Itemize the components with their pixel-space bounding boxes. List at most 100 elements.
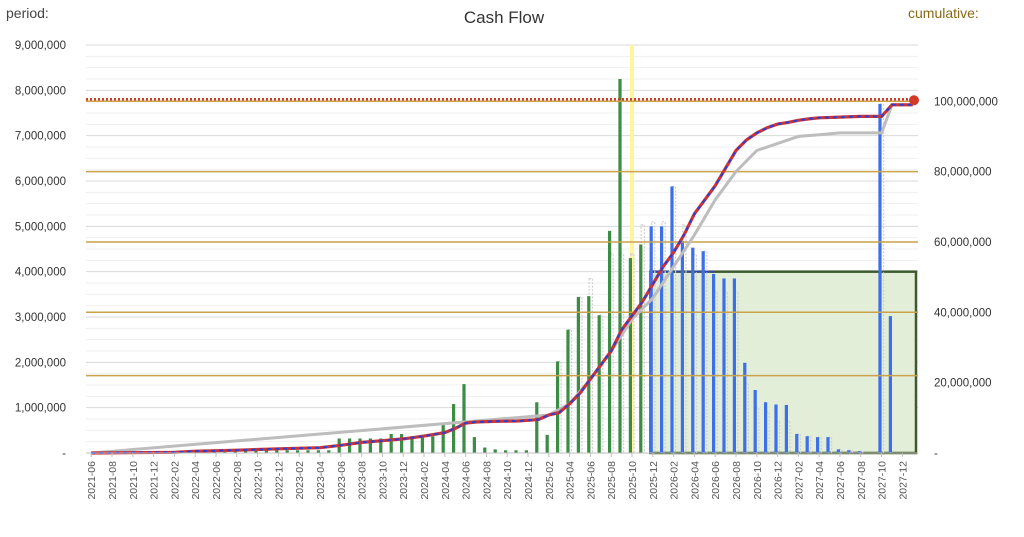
x-tick-label: 2022-06	[211, 461, 223, 500]
actual-bar	[607, 230, 612, 453]
actual-bar	[514, 450, 518, 453]
actual-bar	[306, 450, 310, 453]
cumulative-lines	[91, 95, 919, 455]
forecast-bar	[753, 389, 757, 453]
target-dot	[909, 95, 919, 106]
actual-bar	[410, 436, 414, 453]
forecast-bar	[857, 451, 861, 453]
actual-bar	[566, 329, 570, 453]
x-tick-label: 2024-04	[440, 461, 452, 500]
forecast-bar	[815, 437, 820, 453]
actual-bar	[316, 450, 320, 453]
actual-bar	[639, 244, 643, 453]
x-tick-label: 2023-02	[294, 461, 306, 500]
forecast-box-rect	[649, 270, 918, 455]
x-tick-label: 2027-06	[835, 461, 847, 500]
chart-title: Cash Flow	[464, 8, 545, 27]
y2-tick-label: 40,000,000	[934, 307, 992, 319]
actual-bar	[441, 423, 445, 453]
y2-tick-label: 60,000,000	[934, 237, 992, 249]
x-tick-label: 2023-06	[336, 461, 348, 500]
forecast-bar	[888, 316, 892, 453]
y2-tick-label: 20,000,000	[934, 378, 992, 390]
forecast-bar	[701, 251, 705, 453]
x-tick-label: 2021-06	[86, 461, 98, 500]
actual-bar	[399, 433, 404, 453]
actual-bar	[389, 433, 393, 453]
y-tick-label: 7,000,000	[15, 131, 66, 143]
forecast-bar	[836, 449, 840, 453]
x-tick-label: 2027-10	[877, 461, 889, 500]
x-tick-label: 2026-04	[689, 461, 701, 500]
x-tick-label: 2024-06	[461, 461, 473, 500]
y2-tick-label: -	[934, 448, 938, 460]
x-tick-label: 2027-02	[793, 461, 805, 500]
cumulative-line-dash	[91, 103, 913, 454]
actual-bar	[431, 436, 435, 453]
forecast-bar	[847, 450, 851, 453]
x-tick-label: 2025-10	[627, 461, 639, 500]
forecast-bar	[711, 273, 716, 453]
actual-bar	[503, 450, 508, 453]
x-tick-label: 2022-10	[253, 461, 265, 500]
x-tick-label: 2024-10	[502, 461, 514, 500]
baseline-bar	[827, 436, 833, 454]
today-marker	[630, 45, 634, 453]
axes: - 1,000,000 2,000,000 3,000,000 4,000,000 5,0…	[15, 40, 998, 500]
x-tick-label: 2021-10	[128, 461, 140, 500]
y-tick-label: 6,000,000	[15, 176, 66, 188]
actual-bar	[327, 450, 331, 453]
x-tick-label: 2027-04	[814, 461, 826, 500]
x-tick-label: 2027-08	[856, 461, 868, 500]
forecast-bar	[691, 247, 695, 453]
actual-bar	[379, 438, 383, 453]
actual-bar	[493, 449, 497, 453]
left-axis-label: period:	[6, 5, 49, 21]
actual-bar	[462, 384, 466, 453]
x-tick-label: 2023-08	[357, 461, 369, 500]
forecast-bar	[732, 278, 736, 453]
actual-bar	[243, 450, 248, 453]
x-tick-label: 2026-08	[731, 461, 743, 500]
x-tick-label: 2025-04	[565, 461, 577, 500]
forecast-bar	[878, 103, 882, 453]
x-tick-label: 2022-08	[232, 461, 244, 500]
x-tick-label: 2025-02	[544, 461, 556, 500]
x-tick-label: 2025-08	[606, 461, 618, 500]
x-tick-label: 2021-12	[149, 461, 161, 500]
forecast-bar	[743, 362, 747, 453]
x-tick-label: 2022-02	[169, 461, 181, 500]
y-tick-label: 2,000,000	[15, 357, 66, 369]
x-tick-label: 2023-10	[377, 461, 389, 500]
x-tick-label: 2023-12	[398, 461, 410, 500]
y-tick-label: 3,000,000	[15, 312, 66, 324]
actual-bar	[545, 434, 549, 453]
y-tick-label: 1,000,000	[15, 403, 66, 415]
y2-tick-label: 80,000,000	[934, 167, 992, 179]
y-tick-label: 8,000,000	[15, 85, 66, 97]
x-tick-label: 2026-10	[752, 461, 764, 500]
actual-bar	[347, 438, 352, 453]
reference-lines	[86, 98, 918, 377]
actual-bar	[555, 361, 560, 453]
x-tick-label: 2022-12	[273, 461, 285, 500]
x-tick-label: 2026-12	[773, 461, 785, 500]
y-tick-label: 5,000,000	[15, 221, 66, 233]
forecast-box	[630, 45, 918, 455]
y2-tick-label: 100,000,000	[934, 96, 998, 108]
actual-bar	[587, 296, 591, 453]
actual-bar	[472, 437, 476, 453]
bars	[181, 79, 892, 454]
actual-bar	[628, 258, 632, 453]
forecast-bar	[774, 404, 778, 453]
forecast-bar	[722, 278, 726, 453]
actual-bar	[597, 315, 601, 453]
x-tick-label: 2023-04	[315, 461, 327, 500]
baseline-bar	[598, 314, 604, 454]
actual-bar	[295, 450, 300, 453]
forecast-bar	[826, 437, 830, 453]
forecast-bar	[795, 433, 799, 453]
actual-bar	[483, 447, 487, 453]
x-tick-label: 2027-12	[897, 461, 909, 500]
